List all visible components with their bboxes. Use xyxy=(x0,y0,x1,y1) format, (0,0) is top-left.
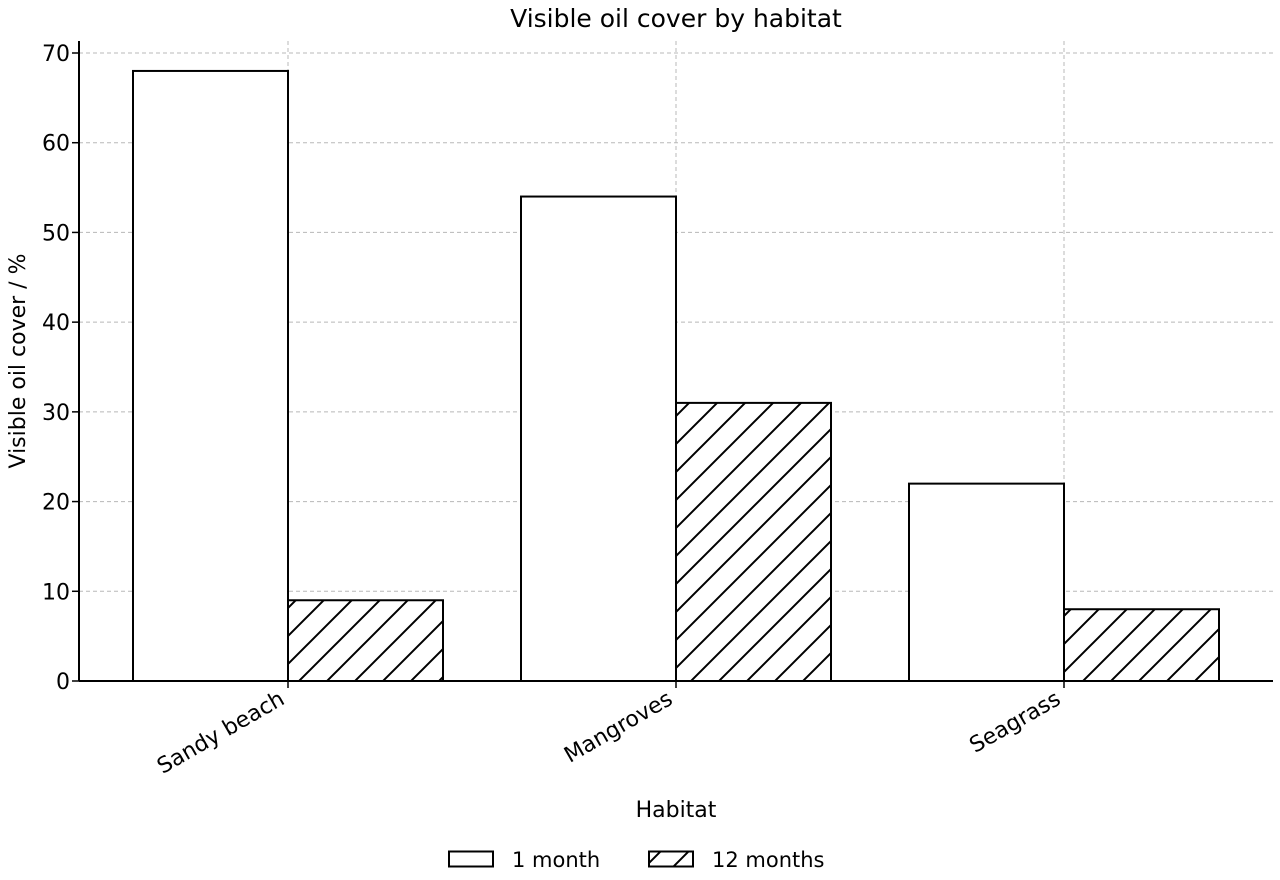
y-tick-label: 60 xyxy=(42,132,70,157)
x-tick-label: Sandy beach xyxy=(153,687,289,780)
x-axis-label: Habitat xyxy=(636,798,717,823)
x-tick-label: Seagrass xyxy=(966,687,1065,759)
legend: 1 month 12 months xyxy=(448,848,825,872)
y-tick-label: 20 xyxy=(42,491,70,516)
bars xyxy=(132,69,1220,683)
legend-label-series-1: 1 month xyxy=(512,848,600,872)
y-tick-label: 40 xyxy=(42,311,70,336)
y-tick-label: 50 xyxy=(42,221,70,246)
x-tick-label: Mangroves xyxy=(560,687,677,769)
legend-swatch-series-1 xyxy=(448,850,494,868)
y-tick-label: 0 xyxy=(56,670,70,695)
y-tick-label: 10 xyxy=(42,580,70,605)
bar-seagrass-series-1 xyxy=(908,482,1065,682)
y-tick-label: 30 xyxy=(42,401,70,426)
y-tick-label: 70 xyxy=(42,42,70,67)
y-axis-ticks: 0 10 20 30 40 50 60 70 xyxy=(42,42,79,695)
legend-swatch-series-2 xyxy=(648,850,694,868)
bar-sandy-beach-series-2 xyxy=(287,599,444,682)
bar-mangroves-series-1 xyxy=(520,195,677,683)
legend-label-series-2: 12 months xyxy=(712,848,825,872)
bar-mangroves-series-2 xyxy=(675,401,832,682)
bar-sandy-beach-series-1 xyxy=(132,69,289,682)
x-axis-ticks: Sandy beach Mangroves Seagrass xyxy=(153,681,1065,779)
bar-seagrass-series-2 xyxy=(1063,608,1220,683)
chart-title: Visible oil cover by habitat xyxy=(510,4,842,33)
y-axis-label: Visible oil cover / % xyxy=(6,254,31,469)
